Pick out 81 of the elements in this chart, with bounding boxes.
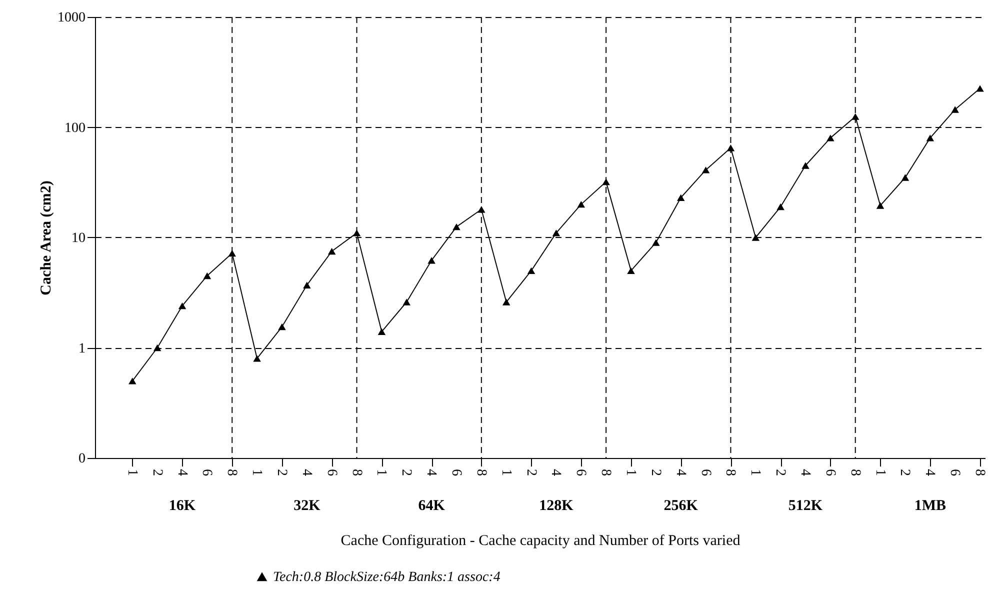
point [676, 194, 685, 201]
y-axis-title: Cache Area (cm2) [38, 180, 54, 296]
x-tick-label: 8 [722, 469, 738, 476]
point [702, 166, 710, 174]
text: 128K [539, 498, 574, 514]
x-tick-label: 2 [523, 469, 538, 476]
point [253, 355, 261, 362]
point [203, 272, 212, 280]
x-tick-label: 8 [348, 469, 364, 476]
point [951, 106, 959, 113]
point [577, 200, 586, 208]
x-tick-label: 6 [573, 469, 588, 476]
y-tick-label: 10 [72, 231, 86, 246]
text: 1MB [914, 498, 946, 514]
point [752, 234, 760, 241]
text: 16K [168, 498, 196, 514]
point [926, 134, 934, 142]
x-tick-label: 6 [324, 469, 339, 476]
point [802, 162, 810, 169]
x-tick-label: 4 [424, 469, 439, 476]
x-tick-label: 8 [473, 469, 488, 476]
x-tick-label: 8 [972, 469, 988, 476]
y-tick-label: 0 [78, 452, 86, 466]
point [278, 323, 286, 330]
x-tick-label: 4 [798, 469, 813, 476]
x-tick-label: 4 [922, 469, 938, 476]
x-tick-label: 1 [748, 469, 763, 476]
point [876, 202, 884, 209]
x-tick-label: 2 [648, 469, 663, 476]
x-tick-label: 8 [598, 469, 614, 476]
x-tick-label: 4 [672, 469, 688, 476]
x-tick-label: 1 [872, 469, 888, 476]
x-tick-label: 8 [224, 469, 240, 476]
x-tick-label: 1 [498, 469, 514, 476]
y-tick-label: 100 [64, 120, 86, 136]
point [328, 248, 336, 255]
point [178, 302, 186, 310]
x-tick-label: 6 [199, 469, 214, 476]
x-tick-label: 1 [249, 469, 264, 476]
point [552, 230, 560, 236]
x-tick-label: 2 [149, 469, 164, 476]
point [153, 344, 162, 352]
x-axis-title: Cache Configuration - Cache capacity and Number of Ports varied [340, 533, 741, 549]
text: 512K [788, 498, 823, 514]
text: 256K [664, 498, 698, 514]
point [502, 298, 510, 306]
x-tick-label: 1 [124, 469, 140, 476]
x-tick-label: 1 [622, 469, 638, 476]
text: 64K [418, 498, 446, 514]
text: 32K [294, 498, 321, 514]
x-tick-label: 4 [298, 469, 314, 476]
point [901, 174, 910, 181]
x-tick-label: 6 [822, 469, 838, 476]
x-tick-label: 2 [772, 469, 788, 476]
x-tick-label: 6 [947, 469, 962, 476]
point [428, 257, 436, 264]
point [976, 85, 984, 92]
x-tick-label: 4 [548, 469, 564, 476]
point [303, 282, 311, 288]
y-tick-label: 1000 [58, 10, 86, 26]
point [452, 223, 460, 230]
point [378, 328, 386, 335]
point [128, 378, 136, 384]
point [402, 298, 410, 306]
point [652, 239, 660, 246]
x-tick-label: 4 [174, 469, 190, 476]
x-tick-label: 2 [274, 469, 289, 476]
point [527, 267, 536, 274]
x-tick-label: 1 [374, 469, 389, 476]
x-tick-label: 6 [698, 469, 713, 476]
x-tick-label: 6 [448, 469, 464, 476]
point [352, 230, 361, 236]
x-tick-label: 2 [398, 469, 414, 476]
point [776, 203, 784, 210]
legend-label: Tech:0.8 BlockSize:64b Banks:1 assoc:4 [273, 570, 500, 585]
point [851, 113, 860, 120]
point [627, 267, 635, 274]
y-tick-label: 1 [78, 341, 86, 356]
x-tick-label: 8 [847, 469, 862, 476]
point [826, 134, 834, 142]
x-tick-label: 2 [897, 469, 912, 476]
